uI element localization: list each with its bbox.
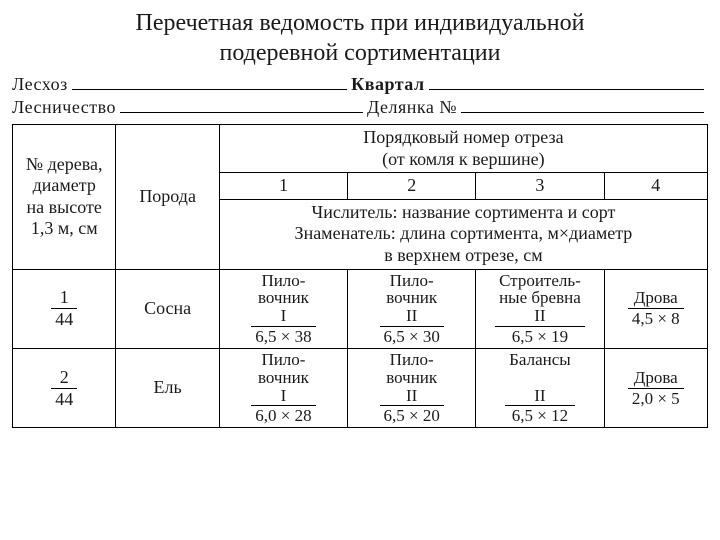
frac-num: Дрова: [628, 369, 684, 387]
text: ные бревна: [499, 288, 581, 307]
frac-num: 2: [51, 368, 77, 387]
fraction: Пило- вочник II 6,5 × 30: [380, 272, 444, 346]
label-lesnichestvo: Лесничество: [12, 97, 116, 118]
text: Порядковый номер отреза: [363, 127, 563, 147]
text: № дерева,: [26, 154, 103, 174]
fraction: Пило- вочник I 6,5 × 38: [251, 272, 315, 346]
text: Балансы: [509, 350, 571, 369]
frac-num: Дрова: [628, 289, 684, 307]
col-header-species: Порода: [116, 125, 219, 270]
fraction: Пило- вочник II 6,5 × 20: [380, 351, 444, 425]
blank-line: [461, 112, 704, 113]
col-num-1: 1: [219, 173, 347, 200]
text: Числитель: название сортимента и сорт: [312, 202, 616, 222]
fraction: Строитель- ные бревна II 6,5 × 19: [495, 272, 585, 346]
fraction: Дрова 4,5 × 8: [628, 289, 684, 328]
text: Строитель-: [499, 271, 581, 290]
col-header-order: Порядковый номер отреза (от комля к верш…: [219, 125, 707, 173]
title-line-1: Перечетная ведомость при индивидуальной: [136, 10, 585, 36]
cell-species: Ель: [116, 348, 219, 427]
table-row: 1 44 Сосна Пило- вочник I 6,5 × 38 Пило-: [13, 269, 708, 348]
cell-tree-id: 2 44: [13, 348, 116, 427]
col-num-2: 2: [348, 173, 476, 200]
label-kvartal: Квартал: [351, 74, 424, 95]
text: Пило-: [261, 350, 305, 369]
frac-den: 6,0 × 28: [251, 407, 315, 425]
frac-num: Пило- вочник I: [251, 272, 315, 326]
frac-den: 44: [51, 390, 77, 409]
text: Знаменатель: длина сортимента, м×диаметр: [295, 223, 633, 243]
frac-den: 4,5 × 8: [628, 310, 684, 328]
blank-line: [72, 89, 347, 90]
frac-den: 6,5 × 19: [495, 328, 585, 346]
text: (от комля к вершине): [382, 149, 545, 169]
main-table: № дерева, диаметр на высоте 1,3 м, см По…: [12, 124, 708, 428]
cell-cut-3: Строитель- ные бревна II 6,5 × 19: [476, 269, 604, 348]
col-header-notes: Числитель: название сортимента и сорт Зн…: [219, 199, 707, 269]
frac-num: Балансы II: [505, 351, 575, 405]
frac-den: 44: [51, 310, 77, 329]
text: II: [534, 306, 545, 325]
col-header-tree: № дерева, диаметр на высоте 1,3 м, см: [13, 125, 116, 270]
cell-cut-1: Пило- вочник I 6,0 × 28: [219, 348, 347, 427]
frac-num: Пило- вочник I: [251, 351, 315, 405]
frac-den: 6,5 × 30: [380, 328, 444, 346]
text: Пило-: [390, 271, 434, 290]
fraction: Балансы II 6,5 × 12: [505, 351, 575, 425]
title-line-2: подеревной сортиментации: [219, 40, 500, 66]
text: вочник: [386, 368, 437, 387]
cell-cut-3: Балансы II 6,5 × 12: [476, 348, 604, 427]
text: вочник: [386, 288, 437, 307]
frac-den: 6,5 × 38: [251, 328, 315, 346]
text: на высоте: [27, 197, 102, 217]
fraction: Дрова 2,0 × 5: [628, 369, 684, 408]
header-row-2: Лесничество Делянка №: [12, 97, 708, 118]
frac-num: Пило- вочник II: [380, 272, 444, 326]
cell-cut-2: Пило- вочник II 6,5 × 30: [348, 269, 476, 348]
col-num-3: 3: [476, 173, 604, 200]
blank-line: [120, 112, 363, 113]
frac-den: 2,0 × 5: [628, 390, 684, 408]
page-title: Перечетная ведомость при индивидуальной …: [12, 8, 708, 68]
label-leskhoz: Лесхоз: [12, 74, 68, 95]
text: в верхнем отрезе, см: [384, 245, 542, 265]
frac-num: Пило- вочник II: [380, 351, 444, 405]
cell-cut-2: Пило- вочник II 6,5 × 20: [348, 348, 476, 427]
blank-line: [429, 89, 704, 90]
frac-den: 6,5 × 20: [380, 407, 444, 425]
cell-species: Сосна: [116, 269, 219, 348]
table-row: 2 44 Ель Пило- вочник I 6,0 × 28 Пило-: [13, 348, 708, 427]
fraction: 2 44: [51, 368, 77, 409]
fraction: 1 44: [51, 288, 77, 329]
col-num-4: 4: [604, 173, 707, 200]
text: II: [406, 386, 417, 405]
label-delyanka: Делянка №: [367, 97, 457, 118]
text: Пило-: [390, 350, 434, 369]
text: I: [281, 306, 287, 325]
frac-num: 1: [51, 288, 77, 307]
cell-cut-1: Пило- вочник I 6,5 × 38: [219, 269, 347, 348]
header-row-1: Лесхоз Квартал: [12, 74, 708, 95]
text: Пило-: [261, 271, 305, 290]
text: вочник: [258, 368, 309, 387]
text: вочник: [258, 288, 309, 307]
frac-den: 6,5 × 12: [505, 407, 575, 425]
cell-cut-4: Дрова 2,0 × 5: [604, 348, 707, 427]
cell-cut-4: Дрова 4,5 × 8: [604, 269, 707, 348]
text: диаметр: [33, 175, 96, 195]
fraction: Пило- вочник I 6,0 × 28: [251, 351, 315, 425]
text: II: [534, 386, 545, 405]
frac-num: Строитель- ные бревна II: [495, 272, 585, 326]
text: I: [281, 386, 287, 405]
cell-tree-id: 1 44: [13, 269, 116, 348]
text: 1,3 м, см: [31, 218, 98, 238]
text: II: [406, 306, 417, 325]
